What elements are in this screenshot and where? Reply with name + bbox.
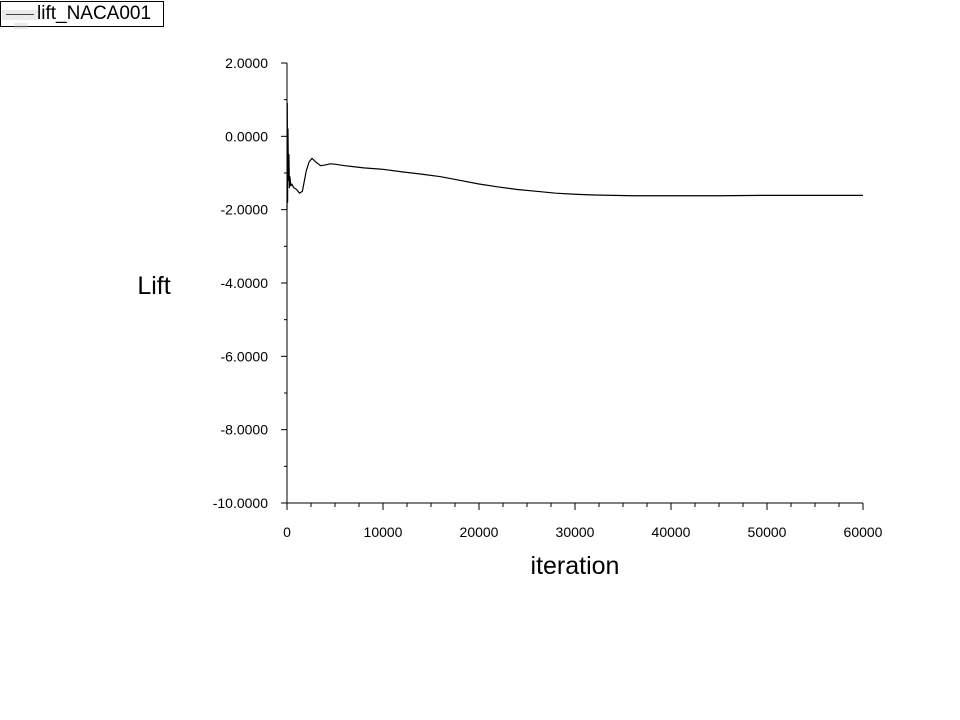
y-tick-label: -6.0000 xyxy=(221,348,269,364)
y-tick-label: -10.0000 xyxy=(213,495,268,511)
legend-line-swatch xyxy=(6,14,34,15)
x-tick-label: 0 xyxy=(283,524,291,540)
legend-label: lift_NACA001 xyxy=(37,3,152,24)
ticks: 2.0000 0.0000 -2.0000 -4.0000 -6.0000 -8.0000… xyxy=(213,55,883,540)
x-tick-label: 10000 xyxy=(364,524,403,540)
y-tick-label: 2.0000 xyxy=(225,55,268,71)
x-tick-label: 30000 xyxy=(556,524,595,540)
y-tick-label: -2.0000 xyxy=(221,202,269,218)
legend: lift_NACA001 xyxy=(0,1,164,27)
y-tick-label: 0.0000 xyxy=(225,128,268,144)
x-tick-label: 60000 xyxy=(844,524,883,540)
x-tick-label: 40000 xyxy=(652,524,691,540)
series-line-lift xyxy=(286,102,863,210)
series-layer xyxy=(286,102,863,210)
y-tick-label: -4.0000 xyxy=(221,275,269,291)
watermark-logo xyxy=(2,10,38,29)
x-axis-title: iteration xyxy=(531,552,620,580)
y-tick-label: -8.0000 xyxy=(221,422,269,438)
x-tick-label: 50000 xyxy=(748,524,787,540)
y-axis-title: Lift xyxy=(137,272,170,300)
axes xyxy=(286,63,863,504)
x-tick-label: 20000 xyxy=(460,524,499,540)
